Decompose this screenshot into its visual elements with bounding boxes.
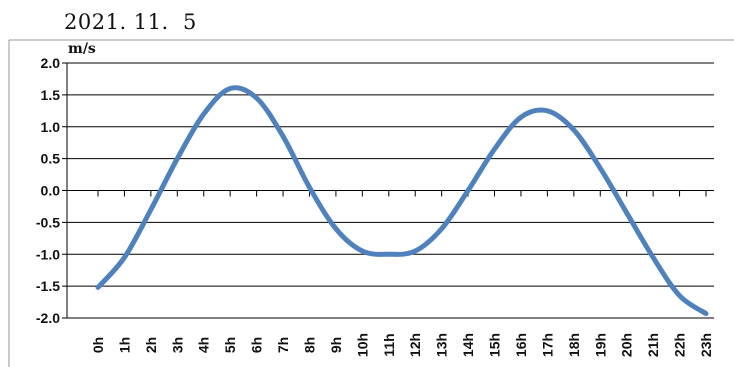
x-tick-label: 9h [328,337,344,353]
x-tick-label: 3h [169,337,185,353]
y-tick-label: -1.0 [36,246,60,262]
x-tick-label: 13h [434,333,450,357]
x-tick-label: 2h [143,337,159,353]
x-tick-label: 7h [275,337,291,353]
x-tick-label: 12h [407,333,423,357]
y-tick-label: 1.0 [41,119,61,135]
y-tick-label: -0.5 [36,214,60,230]
series-line [95,85,709,317]
x-axis: 0h 1h 2h 3h 4h 5h 6h 7h 8h 9h 10h 11h 12h 13h 14h 15h 16… [90,190,714,357]
y-tick-label: -2.0 [36,310,60,326]
y-axis: 2.0 1.5 1.0 0.5 0.0 -0.5 -1.0 -1.5 -2.0 [36,55,68,326]
x-tick-label: 20h [619,333,635,357]
x-tick-label: 16h [513,333,529,357]
x-tick-label: 0h [90,337,106,353]
x-tick-label: 18h [566,333,582,357]
y-tick-label: -1.5 [36,278,60,294]
y-tick-label: 0.5 [41,151,61,167]
x-tick-label: 21h [645,333,661,357]
x-tick-label: 1h [116,337,132,353]
x-tick-label: 11h [381,333,397,356]
x-tick-label: 5h [222,337,238,353]
date-label: 2021. 11. 5 [64,10,197,34]
x-tick-label: 4h [196,337,212,353]
y-axis-unit-label: m/s [68,41,96,57]
x-tick-label: 15h [487,333,503,357]
y-tick-label: 1.5 [41,87,61,103]
x-tick-label: 22h [672,333,688,357]
y-tick-label: 2.0 [41,55,61,71]
x-tick-label: 23h [698,333,714,357]
x-tick-label: 14h [460,333,476,357]
x-tick-label: 10h [354,333,370,357]
x-tick-label: 19h [592,333,608,357]
gridlines [67,62,714,319]
x-tick-label: 8h [301,337,317,353]
x-tick-label: 17h [539,333,555,357]
x-tick-label: 6h [249,337,265,353]
y-tick-label: 0.0 [41,183,61,199]
